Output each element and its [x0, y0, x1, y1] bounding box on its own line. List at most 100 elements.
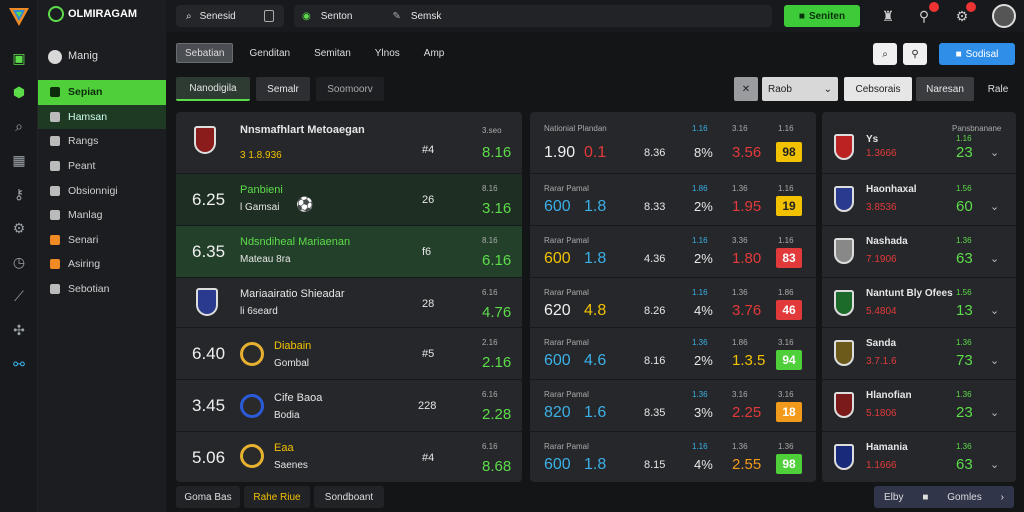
bottom-button-3[interactable]: Sondboant	[314, 486, 384, 508]
sport-icon[interactable]: ⬢	[12, 83, 26, 100]
standings-row[interactable]: Hamania 1.1666 1.36 63 ⌄	[822, 432, 1016, 482]
avatar[interactable]	[992, 4, 1016, 28]
sidebar-item-2[interactable]: Rangs	[38, 129, 166, 154]
match-row[interactable]: 6.25 Panbieni l Gamsai ⚽ 26 8.16 3.16	[176, 174, 522, 226]
odds-row[interactable]: Rarar Pamal 1.86 1.36 1.16 600 1.8 8.33 2% 1.95 1…	[530, 174, 816, 226]
odds-value-2: 1.8	[584, 198, 607, 215]
chevron-down-icon[interactable]: ⌄	[990, 459, 1000, 471]
primary-button[interactable]: ■ Sodisal	[939, 43, 1015, 65]
team-sub: 1.1666	[866, 460, 897, 471]
subtab-2[interactable]: Soomoorv	[316, 77, 384, 101]
odds-value-1: 600	[544, 352, 571, 369]
sidebar-item-4[interactable]: Obsionnigi	[38, 178, 166, 203]
odds-value-1: 1.90	[544, 144, 576, 161]
sidebar-item-label: Obsionnigi	[68, 184, 118, 197]
square-icon	[50, 111, 60, 122]
tab-2[interactable]: Semitan	[314, 47, 351, 59]
match-row[interactable]: Nnsmafhlart Metoaegan 3 1.8.936 #4 3.seo…	[176, 112, 522, 174]
chevron-down-icon[interactable]: ⌄	[990, 253, 1000, 265]
left-search[interactable]: ⌕ Senesid	[176, 5, 284, 27]
match-name: Nnsmafhlart Metoaegan	[240, 124, 365, 136]
standings-row[interactable]: Sanda 3.7.1.6 1.36 73 ⌄	[822, 328, 1016, 380]
odds-top-3: 1.86	[778, 288, 794, 297]
share-icon[interactable]: ⚯	[13, 355, 25, 372]
close-icon[interactable]: ✕	[734, 77, 758, 101]
odds-row-label: Rarar Pamal	[544, 184, 589, 193]
tab-3[interactable]: Ylnos	[374, 47, 400, 59]
odds-value-2: 0.1	[584, 144, 607, 161]
bottom-button-2[interactable]: Rahe Riue	[244, 486, 310, 508]
team-big-odd: 13	[956, 302, 973, 319]
clock-icon[interactable]: ◷	[12, 253, 26, 270]
pagination-bar[interactable]: Elby ■ Gomles ›	[874, 486, 1014, 508]
chevron-down-icon[interactable]: ⌄	[990, 201, 1000, 213]
gear-icon[interactable]: ⚙	[12, 219, 26, 236]
settings-icon	[50, 136, 60, 147]
standings-row[interactable]: Hlanofian 5.1806 1.36 23 ⌄	[822, 380, 1016, 432]
match-row[interactable]: Mariaairatio Shieadar li 6seard 28 6.16 …	[176, 278, 522, 328]
chevron-down-icon[interactable]: ⌄	[990, 305, 1000, 317]
action-button[interactable]: ■ Seniten	[784, 5, 860, 27]
sidebar-item-7[interactable]: Asiring	[38, 252, 166, 277]
user-button[interactable]: ⚲	[903, 43, 927, 65]
app-logo-icon[interactable]	[7, 6, 31, 28]
standings-row[interactable]: Nantunt Bly Ofees 5.4804 1.56 13 ⌄	[822, 278, 1016, 328]
odds-chip[interactable]: 46	[776, 300, 802, 320]
standings-row[interactable]: Nashada 7.1906 1.36 63 ⌄	[822, 226, 1016, 278]
menu-label[interactable]: Manig	[68, 50, 98, 62]
odds-row[interactable]: Rarar Pamal 1.16 3.36 1.16 600 1.8 4.36 2% 1.80 8…	[530, 226, 816, 278]
tab-4[interactable]: Amp	[423, 47, 445, 59]
search-button[interactable]: ⌕	[873, 43, 897, 65]
match-row[interactable]: 6.40 Diabain Gombal #5 2.16 2.16	[176, 328, 522, 380]
odds-row[interactable]: Rarar Pamal 1.16 1.36 1.36 600 1.8 8.15 4% 2.55 9…	[530, 432, 816, 482]
odds-chip[interactable]: 94	[776, 350, 802, 370]
filter-select[interactable]: Raob ⌄	[762, 77, 838, 101]
tab-0[interactable]: Sebatian	[176, 43, 234, 63]
chevron-down-icon[interactable]: ⌄	[990, 355, 1000, 367]
odds-chip[interactable]: 18	[776, 402, 802, 422]
sidebar-item-1[interactable]: Hamsan	[38, 104, 166, 130]
search-icon[interactable]: ⌕	[15, 117, 23, 134]
match-row[interactable]: 3.45 Cife Baoa Bodia 228 6.16 2.28	[176, 380, 522, 432]
puzzle-icon[interactable]: ✣	[13, 321, 25, 338]
settings-icon[interactable]: ⚙	[955, 7, 969, 24]
odds-chip[interactable]: 83	[776, 248, 802, 268]
match-row[interactable]: 5.06 Eaa Saenes #4 6.16 8.68	[176, 432, 522, 482]
odds-row[interactable]: Rarar Pamal 1.36 1.86 3.16 600 4.6 8.16 2% 1.3.5…	[530, 328, 816, 380]
sidebar-item-3[interactable]: Peant	[38, 154, 166, 179]
button-c[interactable]: Rale	[987, 83, 1009, 95]
standings-row[interactable]: Haonhaxal 3.8536 1.56 60 ⌄	[822, 174, 1016, 226]
gear-icon	[50, 185, 60, 196]
sidebar-item-8[interactable]: Sebotian	[38, 277, 166, 302]
calendar-icon[interactable]: ▦	[12, 151, 26, 168]
match-number: #4	[422, 452, 435, 464]
match-row[interactable]: 6.35 Ndsndiheal Mariaenan Mateau 8ra f6 …	[176, 226, 522, 278]
odds-row[interactable]: Nationial Plandan 1.16 3.16 1.16 1.90 0.1 8.36…	[530, 112, 816, 174]
odds-chip[interactable]: 98	[776, 142, 802, 162]
odds-chip[interactable]: 19	[776, 196, 802, 216]
chevron-down-icon[interactable]: ⌄	[990, 407, 1000, 419]
button-a[interactable]: Cebsorais	[844, 77, 912, 101]
dashboard-icon[interactable]: ▣	[12, 49, 26, 66]
odds-chip[interactable]: 98	[776, 454, 802, 474]
sidebar-item-5[interactable]: Manlag	[38, 203, 166, 228]
standings-row[interactable]: Ys 1.3666 1.16 23 ⌄	[822, 112, 1016, 174]
odds-value-3: 8.36	[644, 147, 666, 159]
notification-icon[interactable]: ⚲	[918, 7, 930, 24]
tab-1[interactable]: Genditan	[249, 47, 291, 59]
main-search[interactable]: ◉ Senton ✎ Semsk	[294, 5, 772, 27]
subtab-1[interactable]: Semalr	[256, 77, 310, 101]
button-b[interactable]: Naresan	[916, 77, 974, 101]
brand[interactable]: OLMIRAGAM	[48, 6, 137, 22]
chart-icon[interactable]: ⟋	[14, 287, 24, 304]
bottom-button-1[interactable]: Goma Bas	[176, 486, 240, 508]
chevron-down-icon[interactable]: ⌄	[990, 147, 1000, 159]
sidebar-item-6[interactable]: Senari	[38, 228, 166, 253]
sidebar-item-0[interactable]: Sepian	[38, 80, 166, 105]
trophy-icon[interactable]: ♜	[881, 7, 895, 24]
key-icon[interactable]: ⚷	[13, 185, 25, 202]
odds-row[interactable]: Rarar Pamal 1.16 1.36 1.86 620 4.8 8.26 4% 3.76 4…	[530, 278, 816, 328]
subtab-0[interactable]: Nanodigila	[176, 77, 250, 101]
odds-top-2: 1.36	[732, 288, 748, 297]
odds-row[interactable]: Rarar Pamal 1.36 3.16 3.16 820 1.6 8.35 3% 2.25 1…	[530, 380, 816, 432]
